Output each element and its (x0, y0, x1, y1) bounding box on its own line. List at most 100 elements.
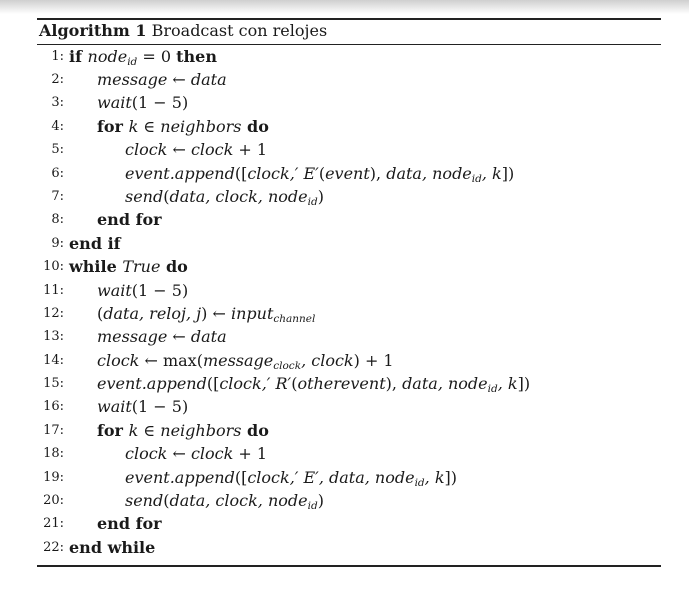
algorithm-line: 19: event.append([clock,′ E′, data, nodei… (37, 466, 661, 489)
code-token: ( (97, 303, 104, 323)
code-token: ( (163, 491, 170, 511)
code-token: ), (385, 374, 403, 394)
algorithm-line: 1: if nodeid = 0 then (37, 45, 661, 68)
code-token: k (128, 116, 139, 136)
code-token: clock (125, 444, 168, 464)
code-token: clock,′ E′, data, node (247, 467, 415, 487)
code-token: clock (125, 140, 168, 160)
subscript: channel (273, 312, 316, 325)
line-number: 16: (43, 399, 64, 415)
code-token: input (230, 303, 274, 323)
line-number: 18: (43, 446, 64, 462)
subscript: id (307, 500, 318, 513)
top-rule (37, 18, 661, 20)
line-code: end for (69, 512, 162, 535)
keyword: do (241, 420, 269, 440)
keyword: if (69, 46, 88, 66)
algorithm-line: 15: event.append([clock,′ R′(otherevent),… (37, 372, 661, 395)
line-number: 10: (43, 259, 64, 275)
line-number: 21: (43, 516, 64, 532)
keyword: while (69, 257, 123, 277)
algorithm-box: Algorithm 1 Broadcast con relojes 1: if n… (37, 18, 661, 567)
code-token: ← (167, 69, 191, 89)
line-code: event.append([clock,′ E′, data, nodeid, … (69, 466, 457, 489)
code-token: ) + 1 (353, 350, 394, 370)
line-number: 2: (51, 71, 64, 87)
code-token: , k (497, 374, 518, 394)
algorithm-line: 22: end while (37, 536, 661, 559)
code-token: node (87, 46, 128, 66)
subscript: id (487, 383, 498, 396)
line-code: end for (69, 208, 162, 231)
code-token: message (202, 350, 274, 370)
code-token: , k (424, 467, 445, 487)
line-number: 11: (43, 282, 64, 298)
algorithm-line: 16: wait(1 − 5) (37, 395, 661, 418)
code-token: message (97, 327, 168, 347)
keyword: do (160, 257, 188, 277)
code-token: event.append (125, 467, 235, 487)
line-number: 15: (43, 376, 64, 392)
algorithm-title: Broadcast con relojes (151, 20, 328, 40)
code-token: ), (369, 163, 387, 183)
line-code: for k ∈ neighbors do (69, 115, 269, 138)
line-code: for k ∈ neighbors do (69, 419, 269, 442)
code-token: , k (481, 163, 502, 183)
line-code: wait(1 − 5) (69, 279, 188, 302)
keyword: for (97, 420, 129, 440)
subscript: id (471, 172, 482, 185)
algorithm-body: 1: if nodeid = 0 then 2: message ← data 3: wa… (37, 45, 661, 560)
line-number: 6: (51, 165, 64, 181)
line-number: 4: (51, 118, 64, 134)
keyword: end for (97, 210, 162, 230)
algorithm-line: 20: send(data, clock, nodeid) (37, 489, 661, 512)
line-code: wait(1 − 5) (69, 395, 188, 418)
algorithm-line: 10: while True do (37, 255, 661, 278)
line-number: 22: (43, 539, 64, 555)
code-token: neighbors (160, 420, 242, 440)
code-token: send (125, 186, 164, 206)
code-token: ) (317, 186, 324, 206)
code-token: ) (317, 491, 324, 511)
line-code: send(data, clock, nodeid) (69, 185, 324, 208)
code-token: (1 − 5) (131, 93, 189, 113)
line-code: message ← data (69, 68, 227, 91)
code-token: ∈ (138, 420, 161, 440)
keyword: end while (69, 537, 156, 557)
algorithm-caption: Algorithm 1 Broadcast con relojes (37, 20, 661, 41)
code-token: event.append (125, 163, 235, 183)
algorithm-line: 7: send(data, clock, nodeid) (37, 185, 661, 208)
line-number: 9: (51, 235, 64, 251)
code-token: ]) (501, 163, 515, 183)
code-token: message (97, 69, 168, 89)
code-token: event (325, 163, 370, 183)
algorithm-line: 8: end for (37, 208, 661, 231)
code-token: ← (167, 444, 191, 464)
line-number: 12: (43, 305, 64, 321)
algorithm-line: 17: for k ∈ neighbors do (37, 419, 661, 442)
code-token: ← max( (139, 350, 203, 370)
code-token: wait (97, 397, 132, 417)
keyword: for (97, 116, 129, 136)
algorithm-line: 2: message ← data (37, 68, 661, 91)
bottom-rule (37, 565, 661, 567)
line-code: while True do (69, 255, 188, 278)
algorithm-line: 14: clock ← max(messageclock, clock) + 1 (37, 349, 661, 372)
line-code: event.append([clock,′ E′(event), data, n… (69, 162, 514, 185)
line-number: 19: (43, 469, 64, 485)
code-token: k (128, 420, 139, 440)
code-token: ([ (206, 374, 220, 394)
code-token: ]) (517, 374, 531, 394)
line-number: 8: (51, 212, 64, 228)
code-token: event.append (97, 374, 207, 394)
line-number: 3: (51, 95, 64, 111)
code-token: clock (97, 350, 140, 370)
line-code: end if (69, 232, 121, 255)
algorithm-line: 4: for k ∈ neighbors do (37, 115, 661, 138)
code-token: , clock (301, 350, 354, 370)
code-token: clock (190, 140, 234, 160)
code-token: ([ (234, 467, 248, 487)
code-token: clock,′ E′ (247, 163, 319, 183)
code-token: wait (97, 280, 132, 300)
line-number: 7: (51, 188, 64, 204)
